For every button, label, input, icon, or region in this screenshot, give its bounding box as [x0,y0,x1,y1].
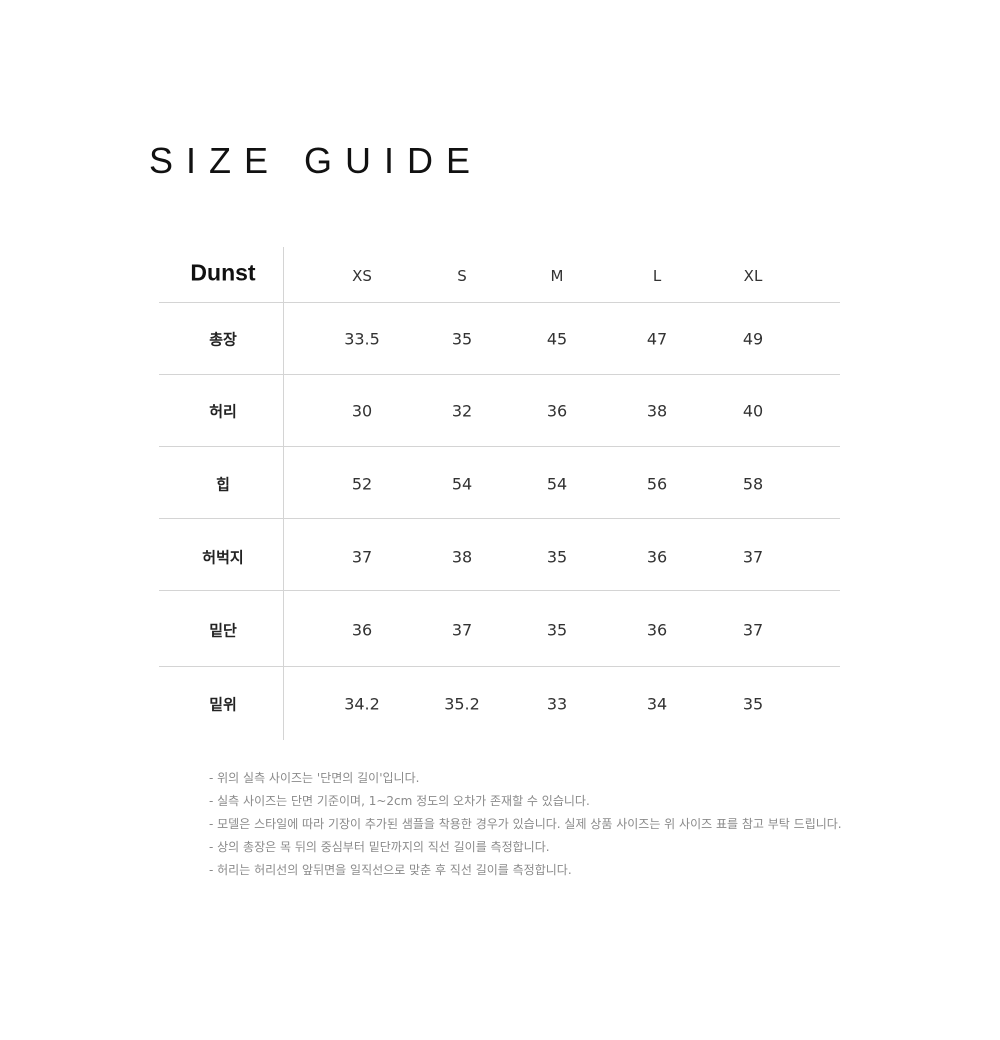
table-cell: 38 [451,547,473,567]
row-label: 총장 [209,330,237,349]
table-cell: 49 [742,329,764,349]
table-cell: 35 [546,620,568,640]
row-divider [159,446,840,447]
table-cell: 36 [351,620,373,640]
brand-name: Dunst [190,259,256,286]
row-label: 힙 [216,475,230,494]
notes-list: - 위의 실측 사이즈는 '단면의 길이'입니다. - 실측 사이즈는 단면 기… [209,767,842,882]
page-title: SIZE GUIDE [149,140,484,181]
table-cell: 35.2 [444,694,480,714]
table-cell: 34 [646,694,668,714]
table-cell: 40 [742,401,764,421]
table-cell: 32 [451,401,473,421]
table-cell: 36 [646,620,668,640]
table-cell: 58 [742,474,764,494]
table-cell: 38 [646,401,668,421]
size-header: S [457,267,467,285]
row-label: 밑위 [209,695,237,714]
table-cell: 36 [646,547,668,567]
row-divider [159,302,840,303]
row-divider [159,374,840,375]
size-header: XL [743,267,763,285]
column-divider [283,247,284,740]
table-cell: 36 [546,401,568,421]
table-cell: 30 [351,401,373,421]
table-cell: 37 [742,620,764,640]
table-cell: 37 [351,547,373,567]
row-divider [159,590,840,591]
table-cell: 33.5 [344,329,380,349]
table-cell: 33 [546,694,568,714]
row-label: 허리 [209,402,237,421]
table-cell: 54 [546,474,568,494]
row-label: 밑단 [209,621,237,640]
size-header: XS [352,267,372,285]
table-cell: 54 [451,474,473,494]
note: - 상의 총장은 목 뒤의 중심부터 밑단까지의 직선 길이를 측정합니다. [209,840,550,854]
note: - 실측 사이즈는 단면 기준이며, 1~2cm 정도의 오차가 존재할 수 있… [209,794,590,808]
table-cell: 35 [451,329,473,349]
row-divider [159,518,840,519]
size-header: M [550,267,564,285]
table-cell: 45 [546,329,568,349]
size-header: L [652,267,662,285]
note: - 모델은 스타일에 따라 기장이 추가된 샘플을 착용한 경우가 있습니다. … [209,817,842,831]
table-cell: 34.2 [344,694,380,714]
row-label: 허벅지 [202,548,244,567]
table-cell: 35 [742,694,764,714]
table-cell: 37 [451,620,473,640]
note: - 위의 실측 사이즈는 '단면의 길이'입니다. [209,771,420,785]
table-cell: 52 [351,474,373,494]
table-cell: 37 [742,547,764,567]
row-divider [159,666,840,667]
table-cell: 35 [546,547,568,567]
table-cell: 47 [646,329,668,349]
note: - 허리는 허리선의 앞뒤면을 일직선으로 맞춘 후 직선 길이를 측정합니다. [209,863,572,877]
table-cell: 56 [646,474,668,494]
